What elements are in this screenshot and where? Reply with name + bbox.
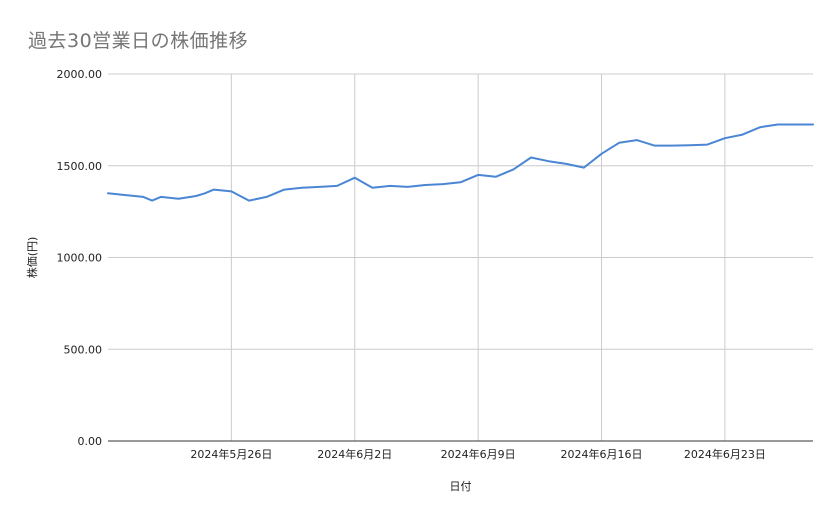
- series-layer: [107, 123, 814, 202]
- x-tick-label: 2024年6月23日: [684, 447, 766, 461]
- x-tick-labels: 2024年5月26日 2024年6月2日 2024年6月9日 2024年6月16日 20…: [190, 447, 766, 461]
- chart-title: 過去30営業日の株価推移: [28, 30, 249, 52]
- series-line: [107, 123, 814, 202]
- x-tick-label: 2024年6月9日: [441, 447, 516, 461]
- y-tick-label: 2000.00: [57, 68, 103, 81]
- y-tick-label: 500.00: [64, 343, 103, 356]
- x-axis-title: 日付: [450, 480, 472, 493]
- y-tick-label: 1500.00: [57, 160, 103, 173]
- y-tick-label: 1000.00: [57, 252, 103, 265]
- x-tick-label: 2024年6月2日: [317, 447, 392, 461]
- x-tick-label: 2024年6月16日: [561, 447, 643, 461]
- grid-lines: [108, 73, 813, 441]
- x-tick-label: 2024年5月26日: [190, 447, 272, 461]
- y-axis-title: 株価(円): [25, 237, 39, 279]
- y-tick-labels: 0.00 500.00 1000.00 1500.00 2000.00: [57, 68, 103, 448]
- y-tick-label: 0.00: [78, 435, 103, 448]
